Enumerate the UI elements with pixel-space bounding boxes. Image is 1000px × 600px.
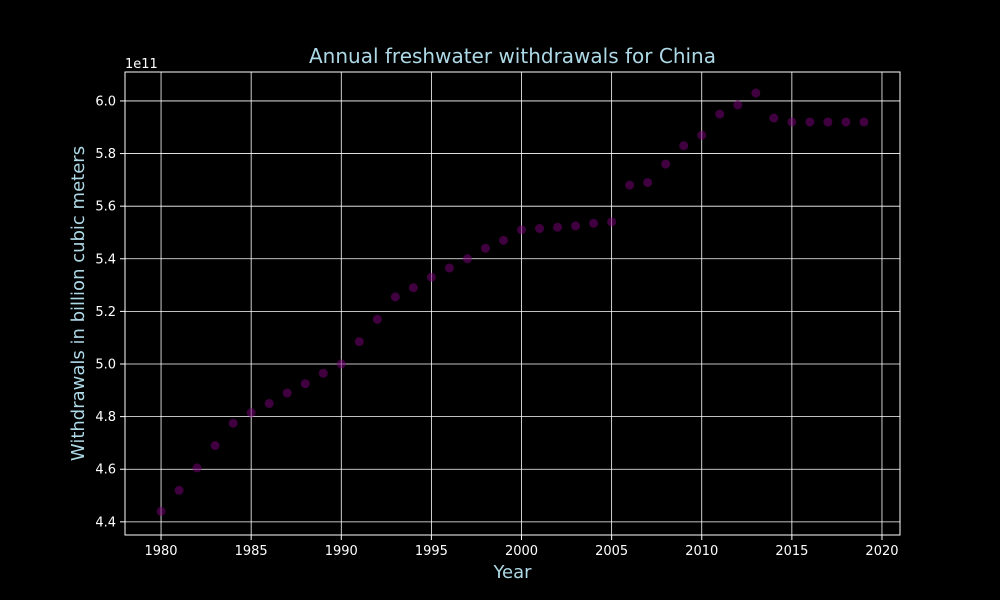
chart-title: Annual freshwater withdrawals for China	[309, 44, 716, 68]
data-point	[156, 506, 166, 516]
data-point	[805, 117, 815, 127]
data-point	[715, 109, 725, 119]
data-point	[192, 463, 202, 473]
data-point	[643, 177, 653, 187]
data-point	[535, 224, 545, 234]
x-axis-label: Year	[492, 562, 532, 583]
y-tick-label: 5.6	[95, 200, 116, 215]
x-tick-label: 2015	[775, 544, 808, 559]
data-point	[823, 117, 833, 127]
y-axis-offset-label: 1e11	[125, 57, 158, 72]
data-point	[318, 368, 328, 378]
data-point	[354, 337, 364, 347]
data-point	[697, 130, 707, 140]
data-point	[210, 441, 220, 451]
axis-ticks: 1980 1985 1990 1995 2000 2005 2010 2015 2020 4.4 4…	[95, 94, 898, 559]
x-tick-label: 2000	[505, 544, 538, 559]
plot-area-frame	[124, 71, 901, 536]
data-point	[408, 283, 418, 293]
data-point	[300, 379, 310, 389]
y-tick-label: 4.6	[95, 463, 116, 478]
data-point	[264, 398, 274, 408]
data-point	[462, 254, 472, 264]
y-tick-label: 5.8	[95, 147, 116, 162]
data-point	[426, 272, 436, 282]
data-point	[769, 113, 779, 123]
data-point	[571, 221, 581, 231]
data-point	[841, 117, 851, 127]
data-point	[390, 292, 400, 302]
y-axis-label: Withdrawals in billion cubic meters	[68, 146, 89, 461]
data-point	[174, 485, 184, 495]
grid-lines	[125, 72, 900, 535]
x-tick-label: 2010	[685, 544, 718, 559]
y-tick-label: 5.0	[95, 358, 116, 373]
x-tick-label: 1980	[144, 544, 177, 559]
data-point	[444, 263, 454, 273]
x-tick-label: 2005	[595, 544, 628, 559]
x-tick-label: 2020	[865, 544, 898, 559]
y-tick-label: 4.4	[95, 515, 116, 530]
data-point	[625, 180, 635, 190]
data-point	[553, 222, 563, 232]
y-tick-label: 5.4	[95, 252, 116, 267]
data-point	[246, 408, 256, 418]
data-point	[733, 100, 743, 110]
data-point	[282, 388, 292, 398]
y-tick-label: 4.8	[95, 410, 116, 425]
data-point	[228, 418, 238, 428]
y-tick-label: 5.2	[95, 305, 116, 320]
data-point	[607, 217, 617, 227]
data-point	[372, 314, 382, 324]
data-point	[859, 117, 869, 127]
data-points	[156, 88, 869, 516]
data-point	[589, 218, 599, 228]
data-point	[679, 141, 689, 151]
x-tick-label: 1995	[415, 544, 448, 559]
data-point	[498, 235, 508, 245]
data-point	[751, 88, 761, 98]
x-tick-label: 1985	[235, 544, 268, 559]
data-point	[787, 117, 797, 127]
x-tick-label: 1990	[325, 544, 358, 559]
data-point	[336, 359, 346, 369]
data-point	[480, 243, 490, 253]
data-point	[661, 159, 671, 169]
data-point	[517, 225, 527, 235]
y-tick-label: 6.0	[95, 94, 116, 109]
